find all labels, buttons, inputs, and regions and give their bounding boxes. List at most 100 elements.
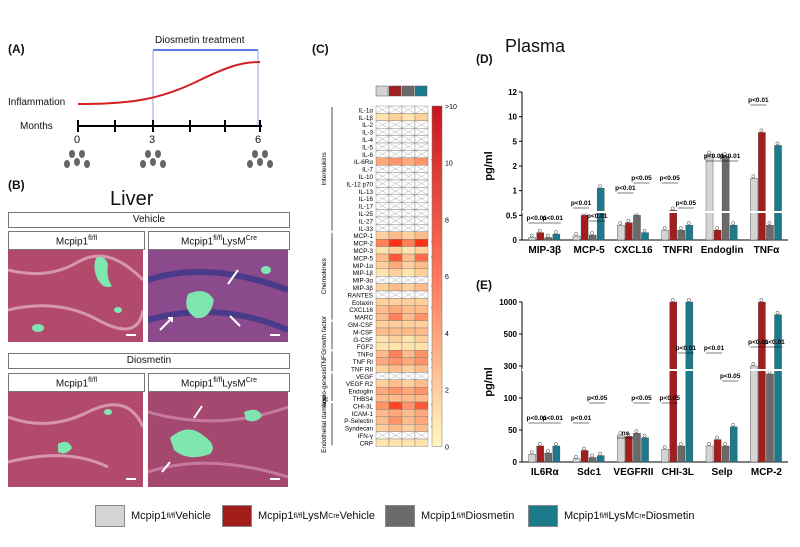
scale-tick-label: 10 xyxy=(445,161,453,168)
heatmap-cell xyxy=(401,298,416,306)
heatmap-cell xyxy=(401,416,416,425)
heatmap-cell xyxy=(414,357,429,366)
heatmap-cell-na-mark xyxy=(375,172,390,181)
heatmap-cell-na-mark xyxy=(401,128,416,136)
panel-label-e: (E) xyxy=(476,278,492,292)
heatmap-row-label: IL-4 xyxy=(362,137,373,144)
heatmap-cell xyxy=(414,305,429,314)
vehicle-col1-label: Mcpip1fl/fl xyxy=(8,231,145,251)
heatmap-cell xyxy=(414,312,429,321)
bar xyxy=(721,445,730,463)
heatmap-cell-na-mark xyxy=(414,142,429,151)
heatmap-cell xyxy=(388,364,403,373)
bar xyxy=(713,439,722,463)
heatmap-row-label: IL-1α xyxy=(359,107,374,114)
bar xyxy=(758,132,766,241)
treatment-label: Diosmetin treatment xyxy=(155,35,245,46)
bar xyxy=(774,314,782,463)
histology-vehicle-control xyxy=(8,250,143,342)
heatmap-cell-na-mark xyxy=(375,290,390,299)
heatmap-cell xyxy=(401,401,416,410)
heatmap-row-label: MIP-1α xyxy=(353,263,374,270)
heatmap-cell xyxy=(375,342,390,351)
heatmap-cell xyxy=(375,298,390,306)
p-value-label: p<0.01 xyxy=(720,153,741,160)
heatmap-cell xyxy=(401,320,416,329)
bar xyxy=(588,234,597,241)
heatmap-group-header xyxy=(414,85,428,97)
heatmap-cell-na-mark xyxy=(414,187,429,195)
data-point xyxy=(598,451,603,456)
panel-label-b: (B) xyxy=(8,178,25,192)
heatmap-cell-na-mark xyxy=(388,165,403,173)
data-point xyxy=(642,433,647,438)
heatmap-cell-na-mark xyxy=(414,128,429,136)
heatmap-row-label: GM-CSF xyxy=(348,322,373,329)
data-point xyxy=(545,449,550,453)
heatmap-cell xyxy=(401,157,416,166)
data-point xyxy=(751,362,756,366)
heatmap-cell-na-mark xyxy=(401,187,416,195)
legend-item-knockout-diosmetin: Mcpip1 fl/fl LysM Cre Diosmetin xyxy=(528,505,694,527)
data-point xyxy=(662,226,667,230)
heatmap-cell-na-mark xyxy=(375,372,390,380)
data-point xyxy=(678,442,683,446)
p-value-label: p<0.01 xyxy=(526,415,547,422)
bar xyxy=(729,224,738,241)
heatmap-cell xyxy=(414,394,429,403)
heatmap-cell xyxy=(388,113,403,121)
diosmetin-col1-label: Mcpip1fl/fl xyxy=(8,373,145,393)
legend-item-control-vehicle: Mcpip1 fl/fl Vehicle xyxy=(95,505,211,527)
bar xyxy=(544,452,553,463)
legend-swatch xyxy=(385,505,415,527)
x-category-label: MCP-5 xyxy=(574,245,606,255)
heatmap-row-label: IFN-γ xyxy=(358,433,374,440)
heatmap-cell-na-mark xyxy=(375,142,390,151)
data-point xyxy=(598,184,603,189)
histology-diosmetin-knockout xyxy=(148,392,288,487)
heatmap-cell-na-mark xyxy=(375,276,390,284)
heatmap-row-label: IL-6Rα xyxy=(354,159,373,166)
heatmap-cell xyxy=(388,246,403,255)
panel-label-d: (D) xyxy=(476,52,493,66)
heatmap-cell-na-mark xyxy=(375,150,390,158)
heatmap-cell xyxy=(414,283,429,292)
heatmap-group-label: Interleukins xyxy=(321,152,328,186)
data-point xyxy=(723,442,727,446)
heatmap-cell-na-mark xyxy=(401,372,416,380)
heatmap-cell xyxy=(414,298,429,306)
heatmap-cell xyxy=(414,261,429,269)
heatmap-cell xyxy=(401,357,416,366)
heatmap-cell-na-mark xyxy=(388,202,403,210)
heatmap-row-label: IL-33 xyxy=(359,226,374,233)
heatmap-cell xyxy=(388,416,403,425)
bar xyxy=(713,229,722,241)
heatmap-cell-na-mark xyxy=(375,194,390,203)
heatmap-cell-na-mark xyxy=(388,105,403,114)
plasma-title: Plasma xyxy=(505,36,566,56)
heatmap-row-label: IL-10 xyxy=(359,174,374,181)
heatmap-cell-na-mark xyxy=(414,216,429,225)
bar xyxy=(552,233,561,241)
data-point xyxy=(537,442,542,446)
x-category-label: IL6Rα xyxy=(531,467,560,478)
heatmap-row-label: IL-27 xyxy=(359,218,374,225)
heatmap-cell xyxy=(388,157,403,166)
x-category-label: MIP-3β xyxy=(528,245,561,255)
heatmap-cell xyxy=(401,246,416,255)
heatmap-cell xyxy=(414,327,429,336)
data-point xyxy=(759,128,764,133)
heatmap-cell xyxy=(388,312,403,321)
heatmap-cell-na-mark xyxy=(388,150,403,158)
tick-label-0: 0 xyxy=(74,134,81,146)
data-point xyxy=(537,228,542,233)
heatmap-cell-na-mark xyxy=(388,142,403,151)
heatmap-row-label: MCP-1 xyxy=(353,233,373,240)
heatmap-cell xyxy=(414,409,429,417)
heatmap-cell xyxy=(388,268,403,277)
data-point xyxy=(687,221,691,226)
bar xyxy=(552,445,561,463)
heatmap-cell xyxy=(401,312,416,321)
heatmap-cell xyxy=(414,113,429,121)
heatmap-cell-na-mark xyxy=(414,202,429,210)
